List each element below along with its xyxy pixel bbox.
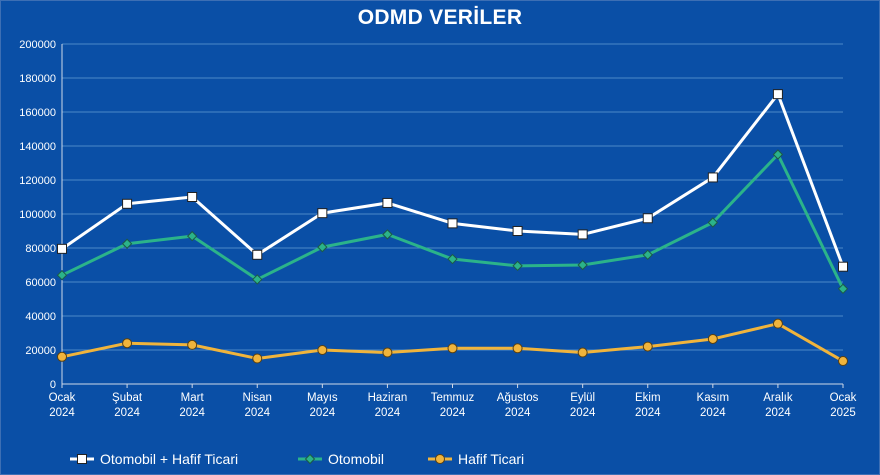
data-point-series-3 bbox=[577, 347, 588, 358]
y-tick-label: 0 bbox=[50, 379, 56, 391]
x-tick-label-year: 2025 bbox=[830, 407, 856, 419]
y-tick-label: 180000 bbox=[19, 73, 56, 85]
data-point-series-2 bbox=[121, 238, 133, 249]
x-tick-label: Mayıs bbox=[307, 392, 338, 404]
data-point-series-3 bbox=[187, 339, 198, 350]
data-point-series-1 bbox=[772, 89, 783, 100]
legend-label: Otomobil + Hafif Ticari bbox=[100, 451, 238, 467]
data-point-series-1 bbox=[252, 249, 263, 260]
y-tick-label: 200000 bbox=[19, 39, 56, 51]
data-point-series-2 bbox=[837, 283, 849, 295]
data-point-series-2 bbox=[186, 230, 198, 242]
data-point-series-2 bbox=[317, 241, 328, 253]
x-tick-label-year: 2024 bbox=[700, 407, 726, 419]
data-point-series-2 bbox=[772, 149, 784, 160]
y-tick-label: 120000 bbox=[19, 175, 56, 187]
data-point-series-1 bbox=[642, 213, 653, 224]
legend-marker bbox=[435, 454, 445, 464]
x-tick-label-year: 2024 bbox=[49, 407, 75, 419]
data-point-series-3 bbox=[447, 343, 458, 354]
data-point-series-1 bbox=[512, 226, 523, 236]
data-point-series-3 bbox=[317, 345, 328, 355]
x-tick-label: Mart bbox=[181, 392, 205, 404]
x-tick-label-year: 2024 bbox=[635, 407, 661, 419]
y-tick-label: 100000 bbox=[19, 209, 56, 221]
x-tick-label-year: 2024 bbox=[179, 407, 205, 419]
y-tick-label: 80000 bbox=[25, 243, 56, 255]
x-tick-label-year: 2024 bbox=[244, 407, 270, 419]
y-tick-label: 140000 bbox=[19, 141, 56, 153]
data-point-series-3 bbox=[772, 318, 783, 329]
x-tick-label: Temmuz bbox=[431, 392, 475, 404]
data-point-series-1 bbox=[122, 198, 133, 209]
x-tick-label: Ağustos bbox=[497, 392, 539, 404]
y-tick-label: 160000 bbox=[19, 107, 56, 119]
data-point-series-2 bbox=[642, 249, 653, 261]
x-tick-label-year: 2024 bbox=[375, 407, 401, 419]
data-point-series-1 bbox=[187, 192, 198, 202]
data-point-series-3 bbox=[512, 343, 523, 354]
x-tick-label: Ocak bbox=[49, 392, 76, 404]
y-tick-label: 20000 bbox=[25, 345, 56, 357]
data-point-series-1 bbox=[447, 218, 458, 229]
legend-label: Hafif Ticari bbox=[458, 451, 524, 467]
data-point-series-2 bbox=[447, 253, 458, 265]
x-tick-label-year: 2024 bbox=[505, 407, 531, 419]
data-point-series-3 bbox=[252, 353, 263, 364]
data-point-series-3 bbox=[57, 351, 67, 362]
x-tick-label-year: 2024 bbox=[440, 407, 466, 419]
legend-marker bbox=[77, 454, 87, 464]
data-point-series-1 bbox=[317, 208, 328, 219]
data-point-series-1 bbox=[382, 197, 393, 208]
x-tick-label: Şubat bbox=[112, 392, 143, 404]
data-point-series-3 bbox=[707, 333, 718, 344]
x-tick-label-year: 2024 bbox=[765, 407, 791, 419]
y-tick-label: 60000 bbox=[25, 277, 56, 289]
data-point-series-2 bbox=[512, 260, 523, 272]
x-tick-label: Ekim bbox=[635, 392, 661, 404]
data-point-series-1 bbox=[707, 172, 718, 183]
x-tick-label-year: 2024 bbox=[310, 407, 336, 419]
x-tick-label: Nisan bbox=[243, 392, 272, 404]
data-point-series-2 bbox=[707, 217, 719, 228]
x-tick-label: Eylül bbox=[570, 392, 595, 404]
y-tick-label: 40000 bbox=[25, 311, 56, 323]
legend-label: Otomobil bbox=[328, 451, 384, 467]
data-point-series-2 bbox=[56, 269, 68, 281]
x-tick-label: Haziran bbox=[368, 392, 408, 404]
data-point-series-3 bbox=[642, 341, 653, 352]
data-point-series-1 bbox=[838, 261, 848, 272]
data-point-series-3 bbox=[838, 356, 848, 367]
legend-marker bbox=[304, 453, 316, 465]
data-point-series-2 bbox=[382, 229, 393, 240]
x-tick-label: Kasım bbox=[697, 392, 730, 404]
data-point-series-1 bbox=[57, 243, 67, 254]
x-tick-label: Ocak bbox=[830, 392, 857, 404]
x-tick-label: Aralık bbox=[763, 392, 793, 404]
x-tick-label-year: 2024 bbox=[570, 407, 596, 419]
chart-title: ODMD VERİLER bbox=[357, 6, 523, 29]
data-point-series-3 bbox=[122, 338, 133, 349]
series-line-3 bbox=[61, 322, 844, 363]
x-tick-label-year: 2024 bbox=[114, 407, 140, 419]
data-point-series-2 bbox=[252, 274, 263, 285]
data-point-series-3 bbox=[382, 347, 393, 358]
data-point-series-1 bbox=[577, 229, 588, 240]
data-point-series-2 bbox=[577, 259, 588, 271]
